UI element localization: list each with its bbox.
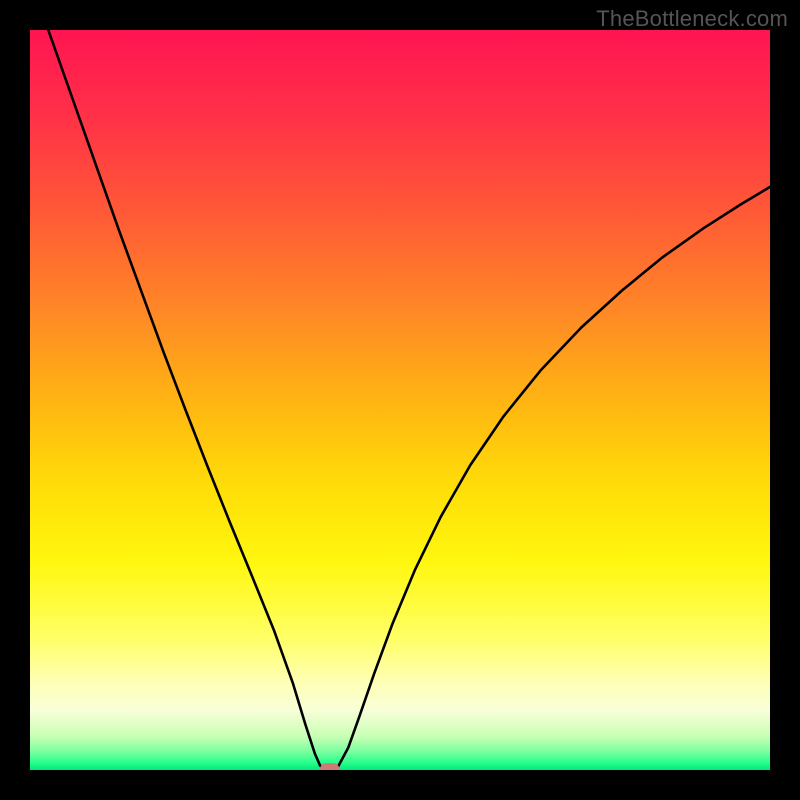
chart-frame: TheBottleneck.com <box>0 0 800 800</box>
watermark-text: TheBottleneck.com <box>596 6 788 32</box>
plot-area <box>30 30 770 770</box>
optimal-point-marker <box>320 763 339 770</box>
plot-svg <box>30 30 770 770</box>
gradient-background <box>30 30 770 770</box>
